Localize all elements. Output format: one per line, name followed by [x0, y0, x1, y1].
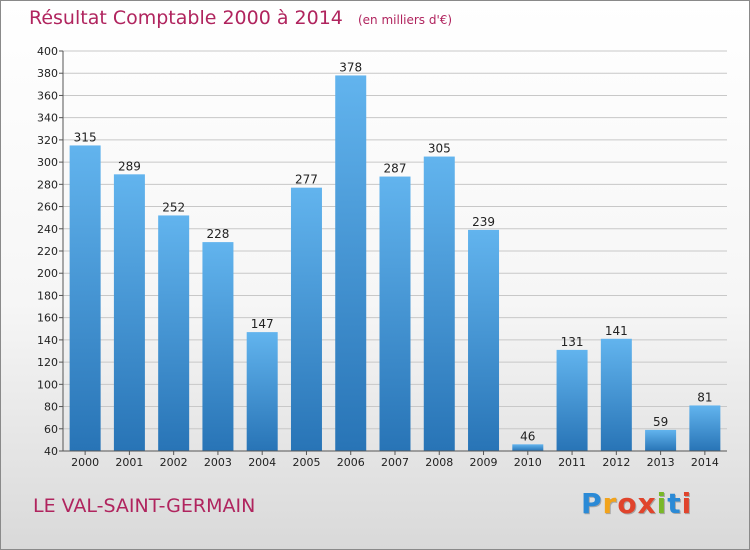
y-tick-label: 200: [37, 267, 58, 280]
y-tick-label: 160: [37, 312, 58, 325]
logo-letter: o: [617, 487, 638, 520]
y-tick-label: 300: [37, 156, 58, 169]
x-tick-label-2010: 2010: [514, 456, 542, 469]
data-label-2006: 378: [339, 60, 362, 74]
x-tick-label-2009: 2009: [470, 456, 498, 469]
y-tick-label: 120: [37, 356, 58, 369]
bar-2001: [113, 174, 145, 452]
data-label-2002: 252: [162, 200, 185, 214]
bar-layer: 315 289 252 228 147 277 378 287 305 239 46 131 141 59…: [69, 60, 721, 452]
x-tick-label-2003: 2003: [204, 456, 232, 469]
bar-2010: [512, 444, 544, 451]
x-tick-label-2005: 2005: [292, 456, 320, 469]
bar-2005: [290, 187, 322, 451]
logo-letter: P: [581, 487, 603, 520]
y-tick-label: 360: [37, 89, 58, 102]
bar-2002: [158, 215, 190, 451]
data-label-2011: 131: [561, 335, 584, 349]
axis-layer: 40 60 80 100 120 140 160 180 200 220 240 260 280 300 3…: [37, 45, 727, 469]
x-tick-label-2007: 2007: [381, 456, 409, 469]
data-label-2003: 228: [206, 227, 229, 241]
x-tick-label-2004: 2004: [248, 456, 276, 469]
data-label-2012: 141: [605, 324, 628, 338]
bar-2006: [335, 75, 367, 451]
logo-letter: x: [637, 487, 657, 520]
x-tick-label-2013: 2013: [647, 456, 675, 469]
bar-2008: [423, 156, 455, 452]
x-tick-label-2002: 2002: [160, 456, 188, 469]
y-tick-label: 260: [37, 201, 58, 214]
data-label-2009: 239: [472, 215, 495, 229]
y-tick-label: 40: [44, 445, 58, 458]
x-tick-label-2014: 2014: [691, 456, 719, 469]
bar-2009: [468, 229, 500, 451]
y-tick-label: 60: [44, 423, 58, 436]
data-label-2000: 315: [74, 130, 97, 144]
chart-unit: (en milliers d'€): [357, 13, 453, 27]
bar-2003: [202, 242, 234, 451]
x-tick-label-2006: 2006: [337, 456, 365, 469]
x-tick-label-2012: 2012: [602, 456, 630, 469]
y-tick-label: 220: [37, 245, 58, 258]
logo-letter: i: [656, 487, 668, 520]
bar-2004: [246, 332, 278, 451]
bar-2007: [379, 176, 411, 452]
logo-letter: t: [667, 487, 682, 520]
logo-letter: i: [681, 487, 693, 520]
y-tick-label: 400: [37, 45, 58, 58]
bar-2012: [600, 338, 632, 451]
bar-2014: [689, 405, 721, 451]
data-label-2010: 46: [520, 429, 535, 443]
title-row: Résultat Comptable 2000 à 2014 (en milli…: [29, 7, 452, 29]
y-tick-label: 180: [37, 289, 58, 302]
proxiti-logo: Proxiti: [581, 487, 692, 520]
y-tick-label: 340: [37, 112, 58, 125]
y-tick-label: 320: [37, 134, 58, 147]
bar-2013: [645, 429, 677, 451]
bar-2011: [556, 349, 588, 451]
y-tick-label: 380: [37, 67, 58, 80]
chart-title: Résultat Comptable 2000 à 2014: [29, 7, 343, 29]
x-tick-label-2000: 2000: [71, 456, 99, 469]
data-label-2014: 81: [697, 390, 712, 404]
y-tick-label: 100: [37, 378, 58, 391]
data-label-2005: 277: [295, 173, 318, 187]
y-tick-label: 280: [37, 178, 58, 191]
data-label-2008: 305: [428, 142, 451, 156]
data-label-2001: 289: [118, 159, 141, 173]
commune-name: LE VAL-SAINT-GERMAIN: [33, 495, 256, 517]
data-label-2007: 287: [384, 162, 407, 176]
y-tick-label: 240: [37, 223, 58, 236]
y-tick-label: 140: [37, 334, 58, 347]
data-label-2013: 59: [653, 415, 668, 429]
x-tick-label-2008: 2008: [425, 456, 453, 469]
bar-2000: [69, 145, 101, 451]
x-tick-label-2011: 2011: [558, 456, 586, 469]
x-tick-label-2001: 2001: [115, 456, 143, 469]
data-label-2004: 147: [251, 317, 274, 331]
logo-letter: r: [602, 487, 618, 520]
y-tick-label: 80: [44, 401, 58, 414]
